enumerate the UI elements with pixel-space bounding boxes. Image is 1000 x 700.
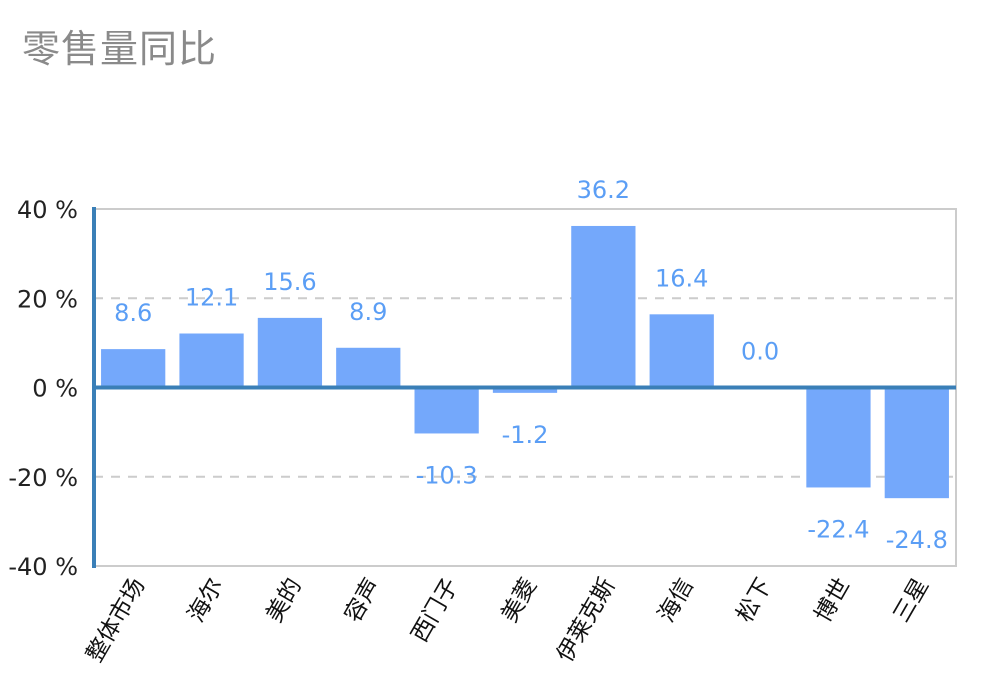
value-label: -24.8 xyxy=(886,526,948,554)
chart-title: 零售量同比 xyxy=(22,27,218,71)
bar xyxy=(884,387,949,499)
value-label: 16.4 xyxy=(655,264,708,292)
x-tick-label: 容声 xyxy=(340,574,386,627)
bar xyxy=(179,333,244,388)
bar xyxy=(492,387,558,393)
y-tick-label: -20 % xyxy=(8,464,78,492)
x-tick-label: 美的 xyxy=(262,574,308,627)
x-tick-label: 整体市场 xyxy=(82,574,151,667)
value-label: 12.1 xyxy=(185,284,238,312)
x-tick-label: 伊莱克斯 xyxy=(552,574,621,667)
x-tick-label: 西门子 xyxy=(407,574,464,647)
x-tick-label: 美菱 xyxy=(497,574,543,627)
bar xyxy=(649,314,714,388)
y-tick-label: 20 % xyxy=(17,285,78,313)
x-tick-label: 博世 xyxy=(810,574,856,627)
x-tick-label: 松下 xyxy=(732,574,778,627)
bar xyxy=(571,225,636,388)
bar xyxy=(101,349,166,388)
bar xyxy=(806,387,871,488)
value-label: 0.0 xyxy=(741,338,779,366)
x-tick-label: 三星 xyxy=(888,574,934,627)
y-tick-label: 40 % xyxy=(17,196,78,224)
value-label: 15.6 xyxy=(263,268,316,296)
x-tick-label: 海尔 xyxy=(183,574,229,627)
value-label: 8.6 xyxy=(114,299,152,327)
value-label: -10.3 xyxy=(416,461,478,489)
value-label: -1.2 xyxy=(502,421,549,449)
bar xyxy=(336,347,401,388)
value-label: 8.9 xyxy=(349,298,387,326)
bar xyxy=(414,387,479,434)
bar xyxy=(257,317,323,388)
y-tick-label: -40 % xyxy=(8,553,78,581)
value-label: 36.2 xyxy=(577,176,630,204)
x-tick-label: 海信 xyxy=(653,574,699,627)
value-label: -22.4 xyxy=(807,515,869,543)
y-tick-label: 0 % xyxy=(32,375,78,403)
